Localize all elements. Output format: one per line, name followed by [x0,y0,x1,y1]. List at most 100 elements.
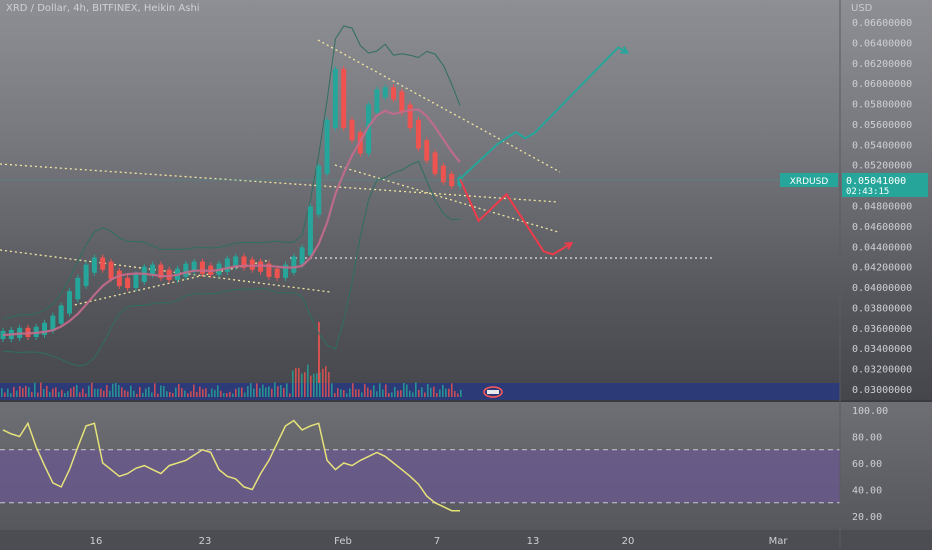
time-tick-label: Mar [769,536,789,547]
chart-header-title: XRD / Dollar, 4h, BITFINEX, Heikin Ashi [6,3,200,14]
candle-body [316,165,322,215]
volume-bar [217,385,219,397]
candle-body [241,256,247,268]
volume-bar [223,393,225,397]
volume-bar [346,393,348,397]
volume-bar [232,393,234,397]
axis-labels-group: 0.06600000 0.06400000 0.06200000 0.06000000… [90,0,912,550]
price-tick-label: 0.05800000 [852,100,912,111]
volume-bar [235,388,237,397]
rsi-line [2,419,460,512]
volume-bar [64,393,66,397]
volume-bar [145,388,147,397]
volume-bar [58,392,60,397]
trendline-lower-descending[interactable] [0,249,331,293]
bearish-projection-arrowhead[interactable] [564,242,574,250]
volume-bar [220,390,222,397]
candles-group [0,65,463,343]
price-badge[interactable] [842,173,928,197]
volume-bar [73,386,75,397]
volume-bar [4,392,6,397]
time-tick-label: 20 [622,536,635,547]
candle-body [233,256,239,267]
candle-body [440,165,446,183]
time-tick-label: 16 [90,536,103,547]
volume-bar [172,393,174,397]
volume-bar [391,392,393,397]
volume-bar [193,384,195,397]
volume-bar [1,388,3,397]
volume-bar [310,375,312,397]
pane-divider[interactable] [0,400,932,402]
volume-bar [334,392,336,397]
bollinger-upper-band [2,25,461,320]
price-pane-background [0,0,932,400]
volume-bar [433,386,435,397]
trendline-rising-support[interactable] [69,259,271,307]
volume-bar [208,393,210,397]
price-tick-label: 0.04200000 [852,263,912,274]
volume-bar [112,383,114,397]
moving-average-group [2,108,461,337]
volume-bar [19,386,21,397]
candle-body [366,104,372,154]
candle-body [274,268,280,278]
volume-bar [424,392,426,397]
volume-bar [241,387,243,397]
price-badge-countdown: 02:43:15 [846,187,889,197]
bullish-projection-arrowhead[interactable] [620,46,630,54]
rsi-band-fill [0,449,840,503]
volume-bar [367,387,369,397]
volume-bar [262,384,264,397]
volume-bar [277,386,279,397]
candle-body [183,263,189,277]
trendline-upper-resistance[interactable] [317,39,561,173]
time-tick-label: 7 [434,536,440,547]
volume-bar [322,368,324,397]
volume-bar [163,386,165,397]
candle-body [266,263,272,277]
price-tick-label: 0.06000000 [852,79,912,90]
price-tick-label: 0.04400000 [852,242,912,253]
rsi-tick-label: 20.00 [852,512,882,523]
rsi-tick-label: 80.00 [852,433,882,444]
volume-bar [46,385,48,397]
projection-paths-group[interactable] [459,46,630,256]
volume-bar [121,387,123,397]
bullish-projection-path[interactable] [459,46,628,180]
candle-body [391,87,397,100]
trendline-long-descending[interactable] [0,163,559,203]
volume-bar [385,384,387,397]
rsi-tick-label: 40.00 [852,486,882,497]
volume-bar [286,383,288,397]
volume-bar [40,382,42,397]
volume-bar [205,388,207,397]
trendline-channel-support[interactable] [334,164,559,233]
trendlines-group[interactable] [0,39,715,307]
volume-bar [340,389,342,397]
volume-bar [307,364,309,397]
volume-bar [151,392,153,397]
volume-bar [313,373,315,397]
candle-body [116,270,122,287]
price-tick-label: 0.03800000 [852,303,912,314]
candle-body [349,119,355,141]
price-badge-value: 0.05041000 [846,176,906,187]
volume-bar [229,391,231,397]
bearish-projection-path[interactable] [459,178,573,256]
volume-bar [166,391,168,397]
volume-bar [142,392,144,397]
candle-body [341,68,347,129]
volume-bar [328,371,330,397]
volume-bar [280,384,282,397]
volume-bar [268,386,270,397]
volume-bar [226,393,228,397]
volume-bar [136,393,138,397]
candle-body [50,315,56,331]
volume-bar [403,382,405,397]
volume-bar [253,388,255,397]
symbol-badge[interactable] [780,173,838,187]
